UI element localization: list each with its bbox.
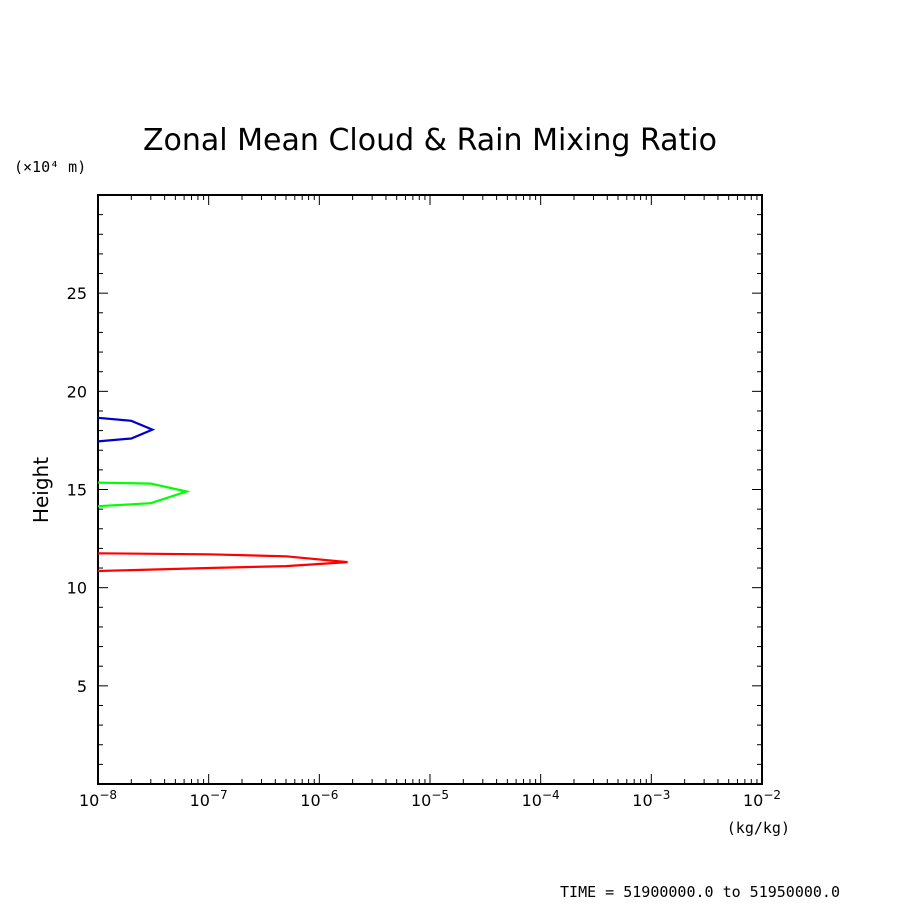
- y-axis-label: Height: [29, 457, 53, 523]
- series-line-2: [97, 481, 191, 508]
- x-tick-base: 10: [300, 791, 320, 810]
- x-tick-label: 10−8: [79, 788, 117, 810]
- x-tick-base: 10: [522, 791, 542, 810]
- x-tick-label: 10−5: [411, 788, 449, 810]
- y-tick-label: 5: [77, 677, 87, 696]
- x-tick-base: 10: [632, 791, 652, 810]
- x-tick-label: 10−6: [300, 788, 338, 810]
- x-tick-exponent: −3: [653, 788, 671, 802]
- plot-frame: [97, 194, 763, 785]
- x-tick-exponent: −6: [321, 788, 339, 802]
- x-tick-label: 10−3: [632, 788, 670, 810]
- series-line-1: [97, 552, 348, 573]
- x-tick-label: 10−2: [743, 788, 781, 810]
- x-tick-base: 10: [79, 791, 99, 810]
- x-axis-unit: (kg/kg): [727, 819, 790, 837]
- x-tick-exponent: −4: [542, 788, 560, 802]
- y-tick-label: 10: [67, 579, 87, 598]
- y-tick-label: 25: [67, 284, 87, 303]
- x-tick-label: 10−4: [522, 788, 560, 810]
- x-tick-exponent: −8: [99, 788, 117, 802]
- x-tick-base: 10: [411, 791, 431, 810]
- x-tick-base: 10: [743, 791, 763, 810]
- chart-title: Zonal Mean Cloud & Rain Mixing Ratio: [143, 123, 717, 158]
- x-tick-exponent: −2: [763, 788, 781, 802]
- series-layer: [97, 416, 348, 573]
- time-range-footer: TIME = 51900000.0 to 51950000.0: [560, 883, 840, 901]
- x-tick-exponent: −5: [431, 788, 449, 802]
- y-tick-label: 20: [67, 382, 87, 401]
- x-tick-label: 10−7: [190, 788, 228, 810]
- y-tick-labels: 5 10 15 20 25: [67, 284, 87, 696]
- x-tick-base: 10: [190, 791, 210, 810]
- x-tick-exponent: −7: [210, 788, 228, 802]
- y-tick-label: 15: [67, 481, 87, 500]
- y-axis-unit: (×10⁴ m): [14, 158, 86, 176]
- x-tick-labels: 10−8 10−7 10−6 10−5 10−4 10−3 10−2: [79, 788, 781, 810]
- axis-ticks: [97, 195, 763, 784]
- series-line-3: [97, 416, 156, 443]
